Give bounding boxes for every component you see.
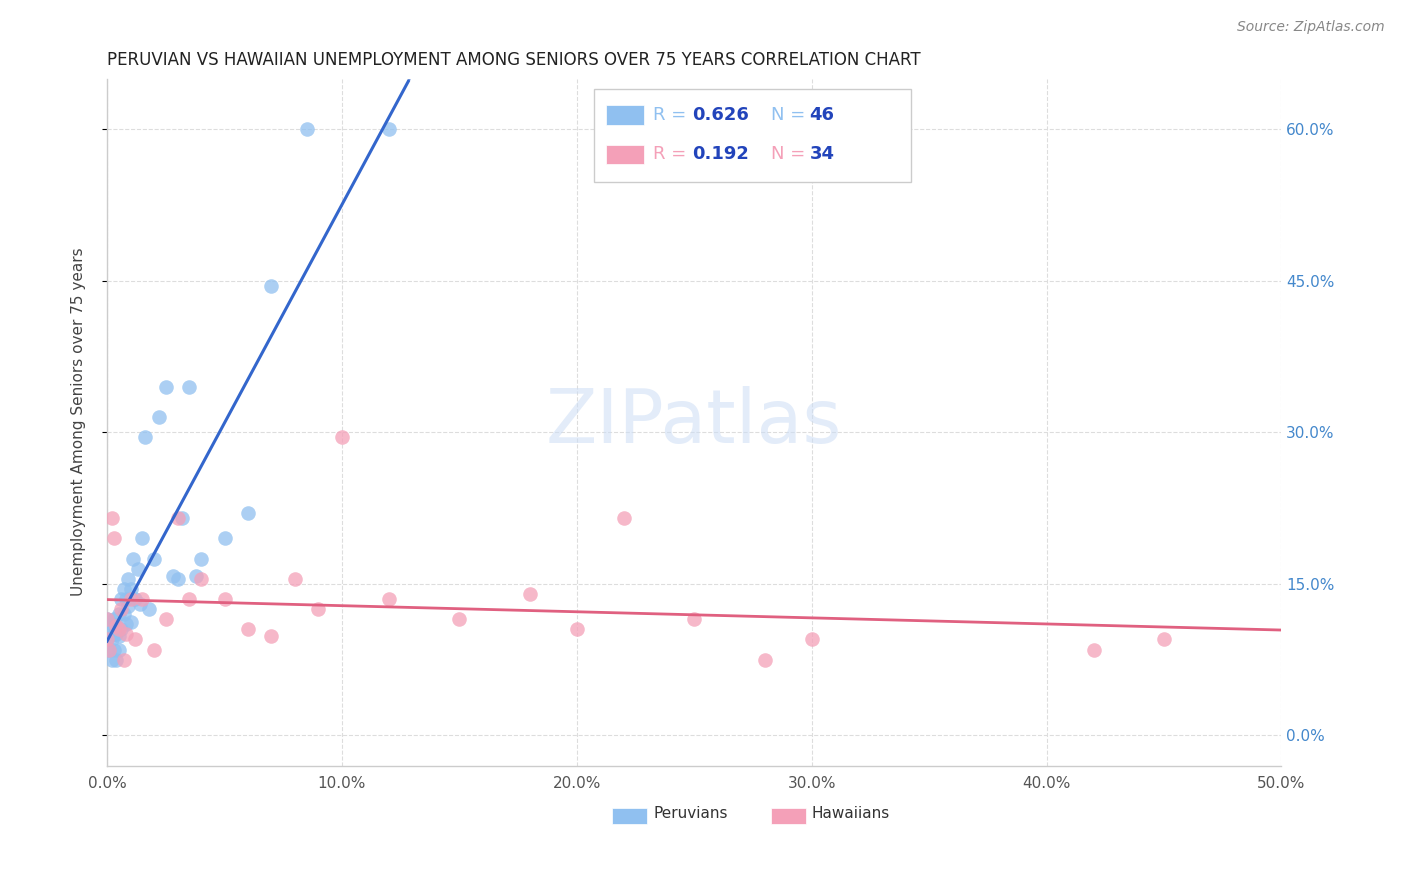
Point bbox=[124, 632, 146, 647]
Point bbox=[117, 572, 139, 586]
Point bbox=[117, 599, 139, 613]
Point bbox=[162, 569, 184, 583]
Point bbox=[683, 612, 706, 626]
Point bbox=[260, 629, 283, 643]
Point bbox=[110, 592, 132, 607]
Point bbox=[115, 617, 138, 632]
Point bbox=[378, 592, 401, 607]
Point bbox=[800, 632, 823, 647]
Point bbox=[131, 592, 153, 607]
Point bbox=[120, 615, 142, 630]
Point bbox=[120, 592, 142, 607]
Point bbox=[754, 653, 776, 667]
Point bbox=[98, 623, 121, 637]
Text: Peruvians: Peruvians bbox=[654, 806, 728, 822]
Point bbox=[565, 623, 588, 637]
Point bbox=[166, 572, 188, 586]
Point bbox=[190, 551, 212, 566]
Point bbox=[127, 562, 149, 576]
Point bbox=[186, 569, 208, 583]
Point bbox=[105, 653, 128, 667]
Point bbox=[179, 592, 201, 607]
Text: 0.192: 0.192 bbox=[692, 145, 749, 163]
Point bbox=[613, 511, 636, 525]
Point bbox=[330, 430, 353, 444]
Text: 46: 46 bbox=[810, 106, 834, 124]
Text: N =: N = bbox=[770, 145, 811, 163]
Text: PERUVIAN VS HAWAIIAN UNEMPLOYMENT AMONG SENIORS OVER 75 YEARS CORRELATION CHART: PERUVIAN VS HAWAIIAN UNEMPLOYMENT AMONG … bbox=[107, 51, 921, 69]
Point bbox=[449, 612, 471, 626]
FancyBboxPatch shape bbox=[612, 808, 647, 823]
Point bbox=[96, 612, 118, 626]
Text: R =: R = bbox=[654, 145, 692, 163]
Point bbox=[96, 632, 118, 647]
Text: 0.626: 0.626 bbox=[692, 106, 749, 124]
Point bbox=[103, 612, 125, 626]
Point bbox=[1083, 642, 1105, 657]
Point bbox=[98, 642, 121, 657]
Point bbox=[284, 572, 307, 586]
Point bbox=[236, 623, 259, 637]
FancyBboxPatch shape bbox=[606, 145, 644, 164]
Point bbox=[115, 592, 138, 607]
Text: Hawaiians: Hawaiians bbox=[811, 806, 890, 822]
Point bbox=[129, 597, 152, 611]
Point bbox=[103, 627, 125, 641]
Point bbox=[100, 617, 122, 632]
Point bbox=[143, 551, 166, 566]
Point bbox=[155, 380, 177, 394]
Point bbox=[1153, 632, 1175, 647]
Point bbox=[115, 627, 138, 641]
Point bbox=[108, 607, 131, 622]
Point bbox=[155, 612, 177, 626]
Point bbox=[96, 632, 118, 647]
Point bbox=[100, 511, 122, 525]
Point bbox=[105, 627, 128, 641]
Point bbox=[519, 587, 541, 601]
Point bbox=[124, 592, 146, 607]
Point bbox=[307, 602, 329, 616]
Point bbox=[108, 629, 131, 643]
Point bbox=[166, 511, 188, 525]
Point bbox=[112, 653, 135, 667]
Point bbox=[100, 653, 122, 667]
FancyBboxPatch shape bbox=[595, 89, 911, 182]
Point bbox=[96, 612, 118, 626]
Text: ZIPatlas: ZIPatlas bbox=[546, 385, 842, 458]
Y-axis label: Unemployment Among Seniors over 75 years: Unemployment Among Seniors over 75 years bbox=[72, 248, 86, 597]
FancyBboxPatch shape bbox=[606, 105, 644, 125]
Point bbox=[112, 607, 135, 622]
Point bbox=[110, 602, 132, 616]
Point bbox=[100, 632, 122, 647]
Text: R =: R = bbox=[654, 106, 692, 124]
Point bbox=[214, 532, 236, 546]
Point bbox=[103, 642, 125, 657]
FancyBboxPatch shape bbox=[770, 808, 806, 823]
Point bbox=[134, 430, 156, 444]
Point bbox=[108, 623, 131, 637]
Point bbox=[122, 551, 145, 566]
Point bbox=[190, 572, 212, 586]
Point bbox=[295, 122, 318, 136]
Point bbox=[138, 602, 160, 616]
Point bbox=[172, 511, 194, 525]
Point bbox=[112, 582, 135, 596]
Point bbox=[236, 506, 259, 520]
Point bbox=[105, 619, 128, 633]
Point bbox=[131, 532, 153, 546]
Text: Source: ZipAtlas.com: Source: ZipAtlas.com bbox=[1237, 20, 1385, 34]
Point bbox=[214, 592, 236, 607]
Point bbox=[378, 122, 401, 136]
Point bbox=[120, 582, 142, 596]
Text: N =: N = bbox=[770, 106, 811, 124]
Point bbox=[260, 278, 283, 293]
Point bbox=[179, 380, 201, 394]
Point bbox=[110, 623, 132, 637]
Point bbox=[103, 532, 125, 546]
Point bbox=[143, 642, 166, 657]
Text: 34: 34 bbox=[810, 145, 834, 163]
Point bbox=[148, 410, 170, 425]
Point bbox=[108, 642, 131, 657]
Point bbox=[98, 642, 121, 657]
